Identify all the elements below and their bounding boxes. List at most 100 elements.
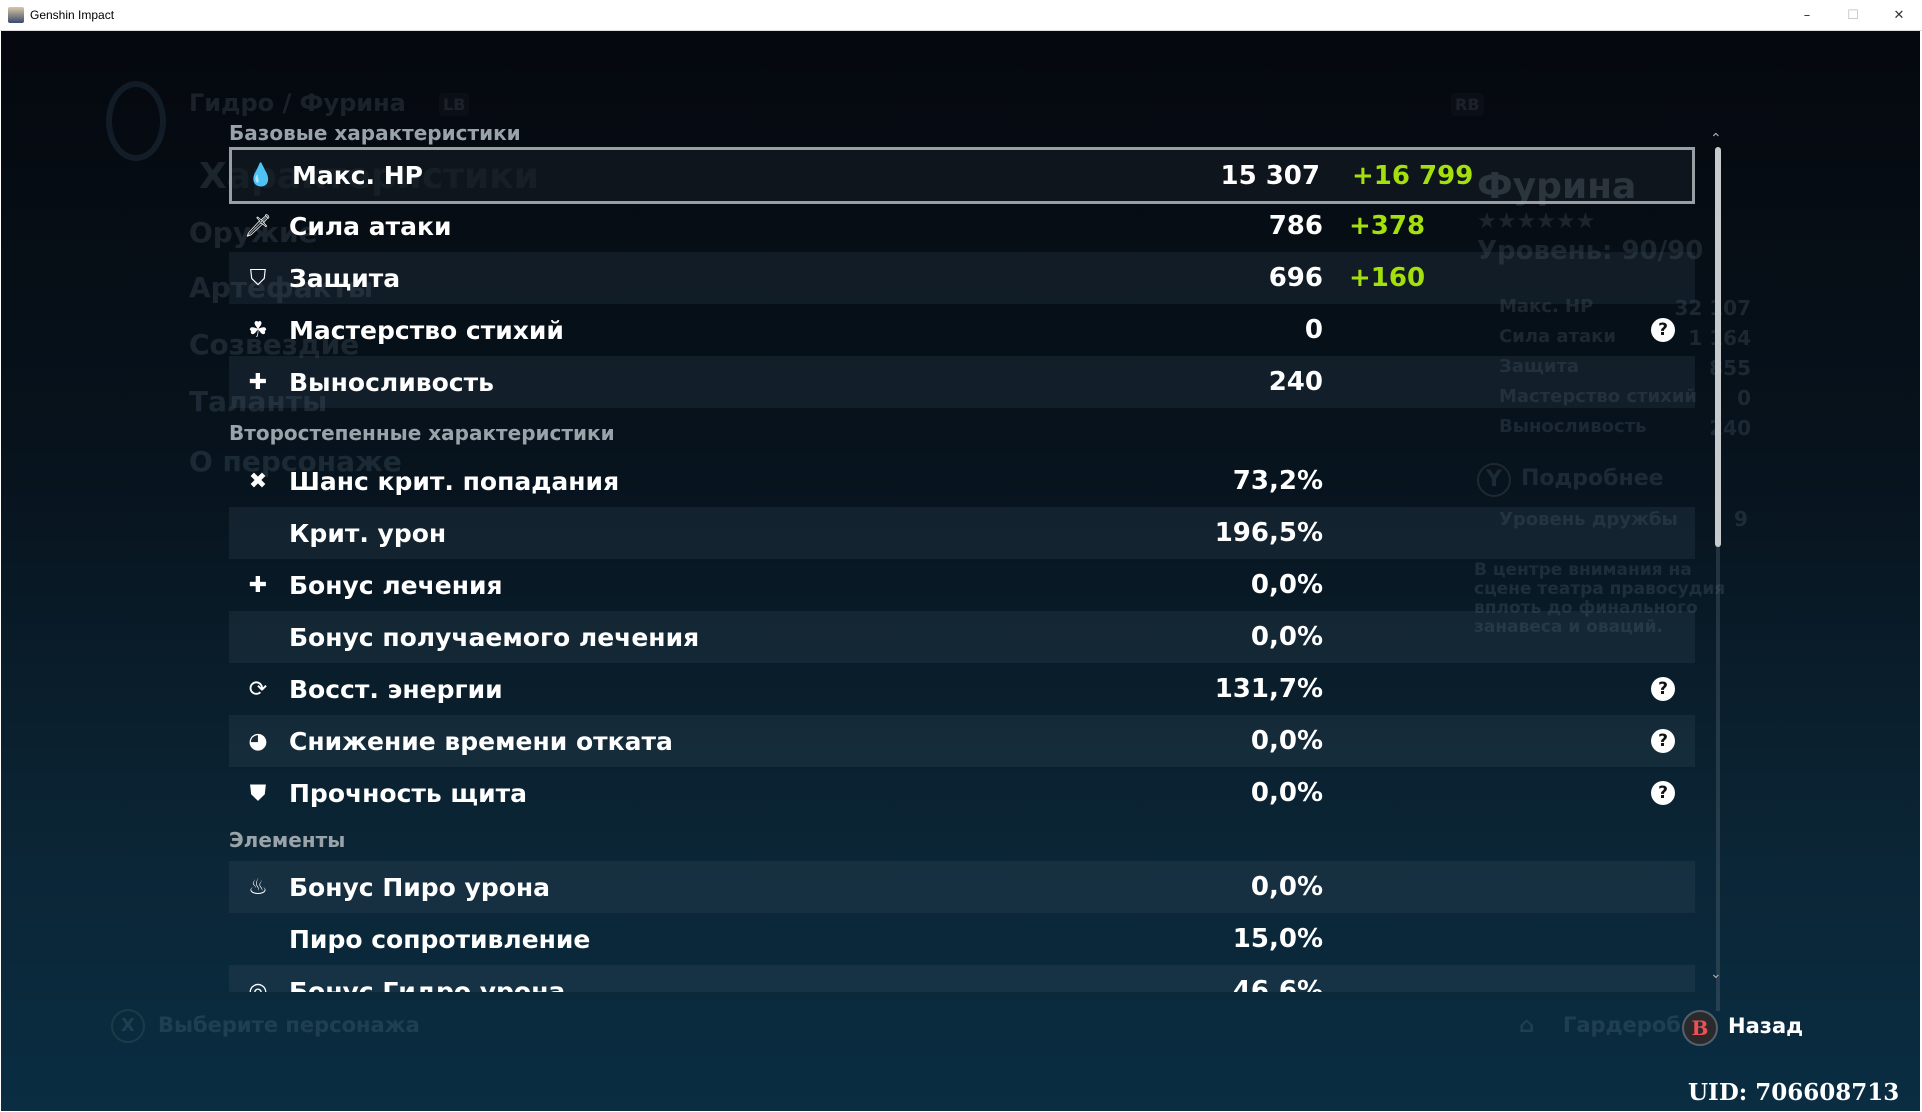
hp-droplet-icon: 💧	[247, 163, 275, 188]
stat-value: 73,2%	[1232, 466, 1323, 496]
help-icon[interactable]: ?	[1651, 781, 1675, 805]
stat-label: Бонус Пиро урона	[289, 872, 551, 902]
stat-row[interactable]: Бонус получаемого лечения 0,0%	[229, 611, 1695, 663]
minimize-button[interactable]: –	[1803, 8, 1811, 23]
stat-row[interactable]: Крит. урон 196,5%	[229, 507, 1695, 559]
rarity-stars: ★★★★★★	[1477, 209, 1596, 234]
menu-item-5[interactable]: О персонаже	[189, 445, 402, 478]
stat-value: 786	[1268, 211, 1323, 241]
stat-bonus: +378	[1349, 211, 1426, 241]
game-view: Гидро / Фурина LB RB ХарактеристикиОружи…	[1, 31, 1920, 1111]
scroll-up-icon[interactable]: ⌃	[1710, 131, 1722, 147]
stat-value: 0,0%	[1250, 726, 1323, 756]
select-character-button[interactable]: Выберите персонажа	[158, 1013, 420, 1037]
stat-row[interactable]: 🗡 Сила атаки 786 +378	[229, 200, 1695, 252]
summary-label: Выносливость	[1499, 416, 1647, 437]
summary-label: Макс. HP	[1499, 296, 1594, 317]
uid-label: UID: 706608713	[1688, 1079, 1900, 1106]
stat-row[interactable]: ⟳ Восст. энергии 131,7%?	[229, 663, 1695, 715]
breadcrumb: Гидро / Фурина	[189, 89, 406, 117]
stat-row[interactable]: Пиро сопротивление 15,0%	[229, 913, 1695, 965]
stat-value: 0,0%	[1250, 570, 1323, 600]
crit-rate-icon: ✖	[248, 468, 268, 494]
section-title: Базовые характеристики	[229, 121, 521, 145]
stat-row[interactable]: ◎ Бонус Гидро урона 46,6%	[229, 965, 1695, 992]
stat-row[interactable]: ◕ Снижение времени отката 0,0%?	[229, 715, 1695, 767]
scrollbar-track[interactable]	[1716, 151, 1720, 1011]
stat-row[interactable]: ⛊ Прочность щита 0,0%?	[229, 767, 1695, 819]
character-level: Уровень: 90/90	[1477, 236, 1704, 266]
hydro-emblem-icon	[106, 81, 166, 161]
stat-value: 240	[1268, 367, 1323, 397]
select-key: X	[111, 1009, 145, 1043]
summary-label: Защита	[1499, 356, 1580, 377]
stat-label: Макс. HP	[292, 161, 423, 190]
lb-button[interactable]: LB	[439, 93, 470, 116]
stat-value: 46,6%	[1232, 976, 1323, 992]
attack-sword-icon: 🗡	[244, 213, 272, 239]
summary-label: Мастерство стихий	[1499, 386, 1697, 407]
stat-label: Крит. урон	[289, 518, 447, 548]
wardrobe-icon: ⌂	[1519, 1013, 1535, 1037]
stat-value: 0,0%	[1250, 622, 1323, 652]
stat-bonus: +16 799	[1352, 160, 1474, 191]
section-title: Элементы	[229, 828, 346, 852]
stat-label: Пиро сопротивление	[289, 924, 591, 954]
summary-value: 32 107	[1674, 296, 1751, 320]
elemental-mastery-icon: ☘	[248, 317, 268, 343]
stat-value: 0,0%	[1250, 778, 1323, 808]
details-button[interactable]: Подробнее	[1521, 466, 1664, 491]
stat-value: 15 307	[1220, 160, 1320, 191]
stat-label: Бонус лечения	[289, 570, 503, 600]
stat-label: Восст. энергии	[289, 674, 503, 704]
app-icon	[8, 7, 24, 23]
help-icon[interactable]: ?	[1651, 318, 1675, 342]
back-key-icon[interactable]: B	[1682, 1010, 1718, 1046]
friendship-label: Уровень дружбы	[1499, 509, 1678, 530]
back-button[interactable]: Назад	[1728, 1014, 1804, 1038]
stat-value: 131,7%	[1214, 674, 1323, 704]
help-icon[interactable]: ?	[1651, 677, 1675, 701]
stat-row[interactable]: ☘ Мастерство стихий 0?	[229, 304, 1695, 356]
stats-scroll-area[interactable]: Базовые характеристики 💧 Макс. HP 15 307 +16…	[1, 31, 1920, 992]
stat-row[interactable]: ⛉ Защита 696 +160	[229, 252, 1695, 304]
stat-label: Мастерство стихий	[289, 315, 564, 345]
summary-value: 0	[1737, 386, 1751, 410]
stat-row[interactable]: 💧 Макс. HP 15 307 +16 799	[229, 147, 1695, 204]
stat-label: Бонус получаемого лечения	[289, 622, 700, 652]
pyro-icon: ♨	[248, 874, 268, 900]
stat-row[interactable]: ✚ Выносливость 240	[229, 356, 1695, 408]
menu-item-3[interactable]: Созвездие	[189, 328, 360, 361]
stat-label: Шанс крит. попадания	[289, 466, 620, 496]
stat-label: Прочность щита	[289, 778, 527, 808]
menu-item-1[interactable]: Оружие	[189, 216, 318, 249]
menu-item-2[interactable]: Артефакты	[189, 271, 374, 304]
stat-value: 0	[1304, 315, 1323, 345]
stat-label: Сила атаки	[289, 211, 452, 241]
details-key: Y	[1477, 463, 1511, 497]
scroll-down-icon[interactable]: ⌄	[1710, 966, 1722, 982]
hydro-icon: ◎	[248, 978, 268, 993]
menu-item-4[interactable]: Таланты	[189, 385, 328, 418]
maximize-button[interactable]: ☐	[1847, 8, 1859, 23]
rb-button[interactable]: RB	[1451, 93, 1484, 116]
stat-row[interactable]: ♨ Бонус Пиро урона 0,0%	[229, 861, 1695, 913]
stat-bonus: +160	[1349, 263, 1426, 293]
stat-label: Выносливость	[289, 367, 494, 397]
stat-value: 15,0%	[1232, 924, 1323, 954]
shield-strength-icon: ⛊	[249, 780, 267, 806]
scrollbar-thumb[interactable]	[1715, 147, 1721, 547]
stat-label: Защита	[289, 263, 401, 293]
defense-shield-icon: ⛉	[249, 265, 267, 291]
stat-row[interactable]: ✚ Бонус лечения 0,0%	[229, 559, 1695, 611]
close-button[interactable]: ✕	[1893, 8, 1905, 23]
character-description: В центре внимания на сцене театра правос…	[1474, 560, 1726, 637]
friendship-value: 9	[1734, 507, 1748, 531]
help-icon[interactable]: ?	[1651, 729, 1675, 753]
stat-label: Бонус Гидро урона	[289, 976, 566, 993]
stat-value: 696	[1268, 263, 1323, 293]
stat-row[interactable]: ✖ Шанс крит. попадания 73,2%	[229, 455, 1695, 507]
summary-label: Сила атаки	[1499, 326, 1616, 347]
stat-value: 196,5%	[1214, 518, 1323, 548]
wardrobe-button[interactable]: Гардероб	[1563, 1013, 1681, 1037]
